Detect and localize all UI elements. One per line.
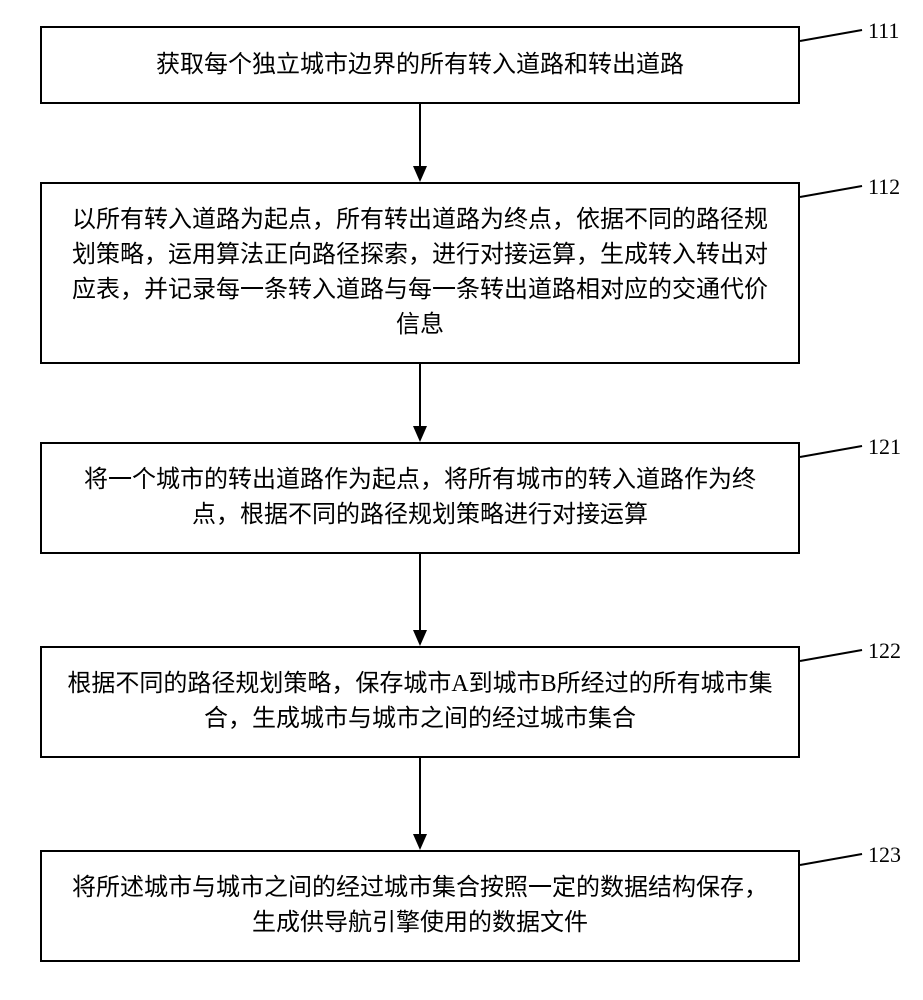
flow-box-text: 将所述城市与城市之间的经过城市集合按照一定的数据结构保存，生成供导航引擎使用的数… [62,871,778,941]
flow-box-text: 以所有转入道路为起点，所有转出道路为终点，依据不同的路径规划策略，运用算法正向路… [62,203,778,342]
leader-line [800,445,862,458]
step-label-122: 122 [868,638,901,664]
flow-box-121: 将一个城市的转出道路作为起点，将所有城市的转入道路作为终点，根据不同的路径规划策… [40,442,800,554]
leader-line [800,853,862,866]
flow-box-111: 获取每个独立城市边界的所有转入道路和转出道路 [40,26,800,104]
flow-box-text: 将一个城市的转出道路作为起点，将所有城市的转入道路作为终点，根据不同的路径规划策… [62,463,778,533]
leader-line [800,29,862,42]
step-label-121: 121 [868,434,901,460]
leader-line [800,185,862,198]
flow-box-123: 将所述城市与城市之间的经过城市集合按照一定的数据结构保存，生成供导航引擎使用的数… [40,850,800,962]
flow-box-text: 获取每个独立城市边界的所有转入道路和转出道路 [156,48,684,83]
flow-box-112: 以所有转入道路为起点，所有转出道路为终点，依据不同的路径规划策略，运用算法正向路… [40,182,800,364]
step-label-111: 111 [868,18,899,44]
step-label-112: 112 [868,174,900,200]
leader-line [800,649,862,662]
flow-box-122: 根据不同的路径规划策略，保存城市A到城市B所经过的所有城市集合，生成城市与城市之… [40,646,800,758]
flow-box-text: 根据不同的路径规划策略，保存城市A到城市B所经过的所有城市集合，生成城市与城市之… [62,667,778,737]
step-label-123: 123 [868,842,901,868]
